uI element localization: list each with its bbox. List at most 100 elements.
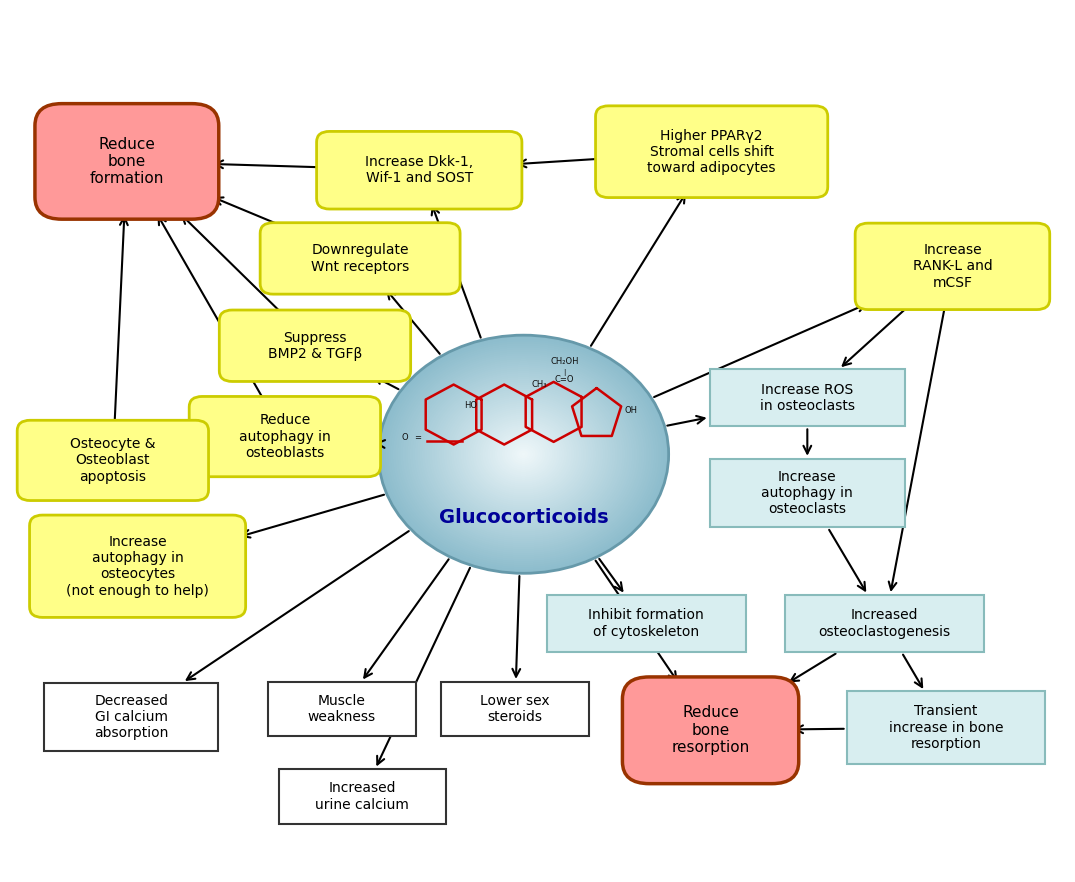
- FancyBboxPatch shape: [34, 103, 219, 220]
- Text: Higher PPARγ2
Stromal cells shift
toward adipocytes: Higher PPARγ2 Stromal cells shift toward…: [647, 129, 776, 175]
- Circle shape: [502, 437, 545, 472]
- FancyBboxPatch shape: [30, 515, 246, 617]
- Text: Transient
increase in bone
resorption: Transient increase in bone resorption: [889, 705, 1003, 751]
- Circle shape: [477, 416, 570, 492]
- Text: Increase Dkk-1,
Wif-1 and SOST: Increase Dkk-1, Wif-1 and SOST: [366, 155, 473, 185]
- Circle shape: [383, 339, 664, 570]
- Circle shape: [425, 373, 622, 535]
- Circle shape: [475, 415, 572, 494]
- Circle shape: [448, 392, 599, 516]
- Circle shape: [497, 432, 550, 476]
- Circle shape: [504, 438, 543, 470]
- Circle shape: [521, 452, 526, 456]
- Text: Increased
urine calcium: Increased urine calcium: [315, 781, 410, 811]
- Text: Lower sex
steroids: Lower sex steroids: [481, 694, 549, 724]
- FancyBboxPatch shape: [280, 769, 445, 824]
- Circle shape: [458, 400, 589, 508]
- Text: CH₂OH: CH₂OH: [550, 357, 578, 366]
- Circle shape: [456, 399, 591, 510]
- Circle shape: [381, 337, 666, 572]
- Circle shape: [444, 389, 603, 519]
- Circle shape: [388, 343, 659, 565]
- Circle shape: [417, 367, 630, 542]
- Circle shape: [396, 349, 651, 559]
- Text: CH₃: CH₃: [531, 380, 546, 389]
- Circle shape: [421, 370, 626, 537]
- Circle shape: [441, 386, 606, 522]
- FancyBboxPatch shape: [219, 310, 411, 381]
- FancyBboxPatch shape: [268, 682, 416, 736]
- Circle shape: [398, 351, 649, 557]
- Circle shape: [427, 375, 620, 534]
- FancyBboxPatch shape: [189, 397, 381, 476]
- Text: |: |: [563, 369, 565, 376]
- Text: Increase
autophagy in
osteoclasts: Increase autophagy in osteoclasts: [761, 470, 854, 516]
- Text: Suppress
BMP2 & TGFβ: Suppress BMP2 & TGFβ: [268, 331, 362, 361]
- Text: HO: HO: [464, 401, 477, 410]
- Circle shape: [434, 381, 613, 527]
- FancyBboxPatch shape: [856, 223, 1049, 310]
- FancyBboxPatch shape: [260, 223, 460, 295]
- Circle shape: [400, 353, 647, 556]
- Text: Muscle
weakness: Muscle weakness: [307, 694, 376, 724]
- Circle shape: [410, 361, 637, 548]
- FancyBboxPatch shape: [17, 421, 209, 501]
- Circle shape: [402, 355, 645, 554]
- FancyBboxPatch shape: [710, 369, 905, 426]
- FancyBboxPatch shape: [596, 106, 828, 198]
- Text: Increase ROS
in osteoclasts: Increase ROS in osteoclasts: [760, 383, 855, 413]
- Circle shape: [485, 422, 562, 486]
- Circle shape: [512, 445, 535, 464]
- Circle shape: [419, 369, 628, 540]
- Circle shape: [487, 424, 560, 484]
- Circle shape: [429, 377, 618, 532]
- Circle shape: [378, 335, 669, 573]
- Circle shape: [439, 385, 608, 524]
- Circle shape: [460, 402, 587, 506]
- Text: Increased
osteoclastogenesis: Increased osteoclastogenesis: [819, 609, 950, 639]
- Circle shape: [499, 434, 547, 475]
- Circle shape: [483, 421, 564, 488]
- FancyBboxPatch shape: [622, 677, 799, 784]
- Text: Downregulate
Wnt receptors: Downregulate Wnt receptors: [311, 243, 410, 273]
- FancyBboxPatch shape: [546, 595, 746, 653]
- Circle shape: [452, 395, 597, 514]
- Circle shape: [390, 345, 657, 564]
- Circle shape: [405, 357, 642, 551]
- FancyBboxPatch shape: [847, 691, 1045, 764]
- Circle shape: [386, 341, 661, 567]
- Circle shape: [393, 347, 654, 562]
- Circle shape: [514, 446, 533, 462]
- Text: OH: OH: [625, 406, 637, 415]
- Text: Reduce
bone
resorption: Reduce bone resorption: [672, 706, 749, 755]
- Circle shape: [413, 363, 634, 545]
- Text: Decreased
GI calcium
absorption: Decreased GI calcium absorption: [94, 694, 169, 740]
- Text: O: O: [402, 433, 408, 442]
- Text: Reduce
autophagy in
osteoblasts: Reduce autophagy in osteoblasts: [239, 414, 331, 460]
- Circle shape: [436, 383, 611, 526]
- Text: =: =: [414, 433, 421, 442]
- FancyBboxPatch shape: [710, 459, 905, 527]
- Circle shape: [407, 359, 640, 549]
- Text: Reduce
bone
formation: Reduce bone formation: [89, 137, 164, 186]
- Circle shape: [516, 448, 531, 460]
- Circle shape: [454, 397, 593, 512]
- Circle shape: [473, 413, 574, 496]
- Text: C=O: C=O: [555, 375, 574, 384]
- FancyBboxPatch shape: [785, 595, 985, 653]
- Circle shape: [479, 419, 568, 490]
- Text: Increase
RANK-L and
mCSF: Increase RANK-L and mCSF: [913, 243, 992, 289]
- Circle shape: [431, 379, 615, 529]
- Circle shape: [446, 391, 601, 518]
- Circle shape: [494, 430, 553, 478]
- Circle shape: [492, 429, 555, 480]
- Circle shape: [490, 427, 557, 482]
- Text: Osteocyte &
Osteoblast
apoptosis: Osteocyte & Osteoblast apoptosis: [70, 437, 156, 483]
- Text: Increase
autophagy in
osteocytes
(not enough to help): Increase autophagy in osteocytes (not en…: [67, 535, 209, 597]
- Text: Inhibit formation
of cytoskeleton: Inhibit formation of cytoskeleton: [588, 609, 704, 639]
- Circle shape: [463, 405, 584, 504]
- Circle shape: [506, 440, 541, 468]
- Circle shape: [510, 443, 539, 466]
- Circle shape: [471, 411, 576, 497]
- Circle shape: [468, 408, 579, 500]
